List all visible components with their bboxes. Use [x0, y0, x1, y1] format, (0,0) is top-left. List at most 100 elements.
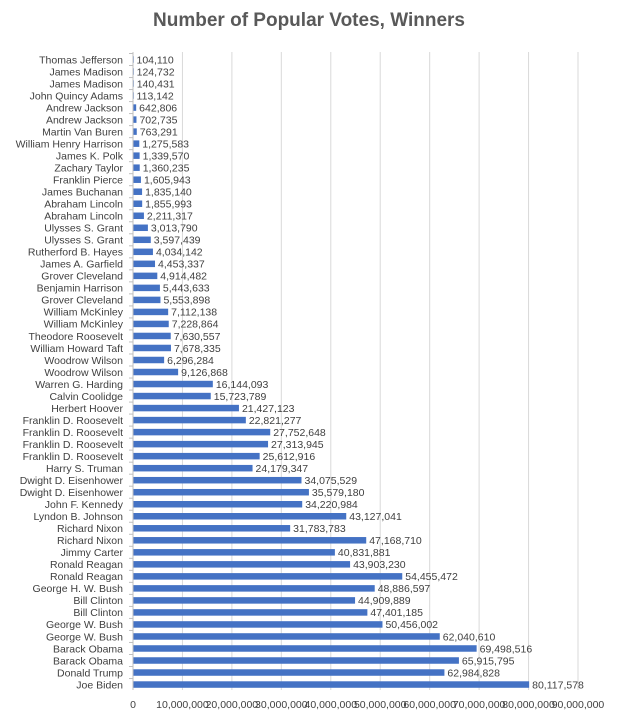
category-label: Theodore Roosevelt: [28, 331, 123, 343]
bars: [133, 56, 530, 688]
x-tick-label: 10,000,000: [156, 699, 209, 711]
data-label: 1,275,583: [142, 138, 189, 150]
category-label: Ronald Reagan: [50, 571, 123, 583]
data-label: 7,112,138: [171, 307, 217, 319]
category-label: John F. Kennedy: [45, 499, 124, 511]
category-label: Harry S. Truman: [46, 463, 123, 475]
category-label: Grover Cleveland: [41, 295, 123, 307]
data-label: 1,339,570: [143, 150, 190, 162]
data-label: 104,110: [137, 54, 174, 66]
bar: [133, 609, 368, 616]
category-label: Ulysses S. Grant: [44, 223, 123, 235]
category-label: Abraham Lincoln: [44, 199, 123, 211]
bar: [133, 380, 213, 388]
data-label: 140,431: [137, 78, 175, 90]
bar: [133, 549, 335, 556]
data-label: 1,605,943: [144, 175, 191, 187]
bar: [133, 308, 169, 316]
data-label: 1,360,235: [143, 162, 190, 174]
category-label: Warren G. Harding: [35, 379, 123, 391]
category-label: Dwight D. Eisenhower: [20, 475, 124, 487]
category-label: Bill Clinton: [73, 595, 123, 607]
data-label: 27,752,648: [273, 427, 326, 439]
data-label: 2,211,317: [147, 211, 193, 223]
data-label: 43,903,230: [353, 559, 406, 571]
category-label: Joe Biden: [76, 679, 123, 691]
bar: [133, 104, 137, 111]
data-label: 54,455,472: [405, 571, 458, 583]
chart-title: Number of Popular Votes, Winners: [153, 10, 465, 31]
data-label: 4,914,482: [160, 271, 207, 283]
data-label: 15,723,789: [214, 391, 267, 403]
category-label: George W. Bush: [46, 619, 123, 631]
data-label: 1,855,993: [145, 199, 192, 211]
bar: [133, 573, 403, 580]
category-label: Franklin Pierce: [53, 175, 123, 187]
bar: [133, 452, 260, 460]
data-label: 31,783,783: [293, 523, 346, 535]
category-label: Donald Trump: [57, 667, 123, 679]
bar: [133, 344, 171, 352]
category-label: Ulysses S. Grant: [44, 235, 123, 247]
category-label: Benjamin Harrison: [37, 283, 124, 295]
category-label: William Henry Harrison: [16, 138, 124, 150]
data-label: 642,806: [139, 102, 177, 114]
category-label: Franklin D. Roosevelt: [23, 427, 123, 439]
category-label: James A. Garfield: [40, 259, 123, 271]
category-label: Bill Clinton: [73, 607, 123, 619]
category-label: Herbert Hoover: [51, 403, 123, 415]
data-label: 763,291: [140, 126, 178, 138]
data-label: 47,168,710: [369, 535, 422, 547]
bar: [133, 320, 169, 328]
data-label: 48,886,597: [378, 583, 431, 595]
bar: [133, 128, 137, 135]
category-label: Dwight D. Eisenhower: [20, 487, 124, 499]
data-label: 4,453,337: [158, 259, 205, 271]
data-label: 34,220,984: [305, 499, 358, 511]
data-label: 16,144,093: [216, 379, 269, 391]
data-label: 25,612,916: [263, 451, 316, 463]
bar: [133, 440, 269, 448]
x-tick-label: 20,000,000: [206, 699, 259, 711]
bar: [133, 669, 445, 676]
data-label: 5,553,898: [163, 295, 210, 307]
bar: [133, 356, 165, 364]
data-label: 4,034,142: [156, 247, 203, 259]
bar: [133, 681, 530, 688]
category-label: Franklin D. Roosevelt: [23, 451, 123, 463]
data-label: 50,456,002: [385, 619, 438, 631]
category-label: Grover Cleveland: [41, 271, 123, 283]
bar: [133, 392, 211, 400]
bar: [133, 296, 161, 304]
data-label: 35,579,180: [312, 487, 365, 499]
bar: [133, 176, 141, 183]
category-label: James Buchanan: [42, 187, 123, 199]
category-label: Zachary Taylor: [54, 162, 123, 174]
data-label: 7,630,557: [174, 331, 221, 343]
category-label: Richard Nixon: [57, 535, 123, 547]
x-tick-label: 70,000,000: [453, 699, 506, 711]
category-label: James Madison: [49, 66, 123, 78]
category-label: Ronald Reagan: [50, 559, 123, 571]
bar: [133, 488, 309, 496]
x-tick-label: 80,000,000: [502, 699, 555, 711]
category-label: Woodrow Wilson: [44, 367, 123, 379]
category-label: Martin Van Buren: [42, 126, 123, 138]
data-label: 1,835,140: [145, 187, 192, 199]
data-label: 9,126,868: [181, 367, 228, 379]
data-label: 62,984,828: [447, 667, 500, 679]
category-label: Andrew Jackson: [46, 102, 123, 114]
bar: [133, 116, 137, 123]
data-label: 7,228,864: [172, 319, 219, 331]
data-label: 69,498,516: [480, 643, 533, 655]
bar: [133, 561, 351, 568]
category-label: George H. W. Bush: [33, 583, 124, 595]
data-label: 21,427,123: [242, 403, 295, 415]
bar: [133, 537, 367, 544]
category-label: William McKinley: [44, 307, 124, 319]
data-label: 47,401,185: [370, 607, 423, 619]
bar: [133, 464, 253, 472]
bar: [133, 200, 143, 207]
